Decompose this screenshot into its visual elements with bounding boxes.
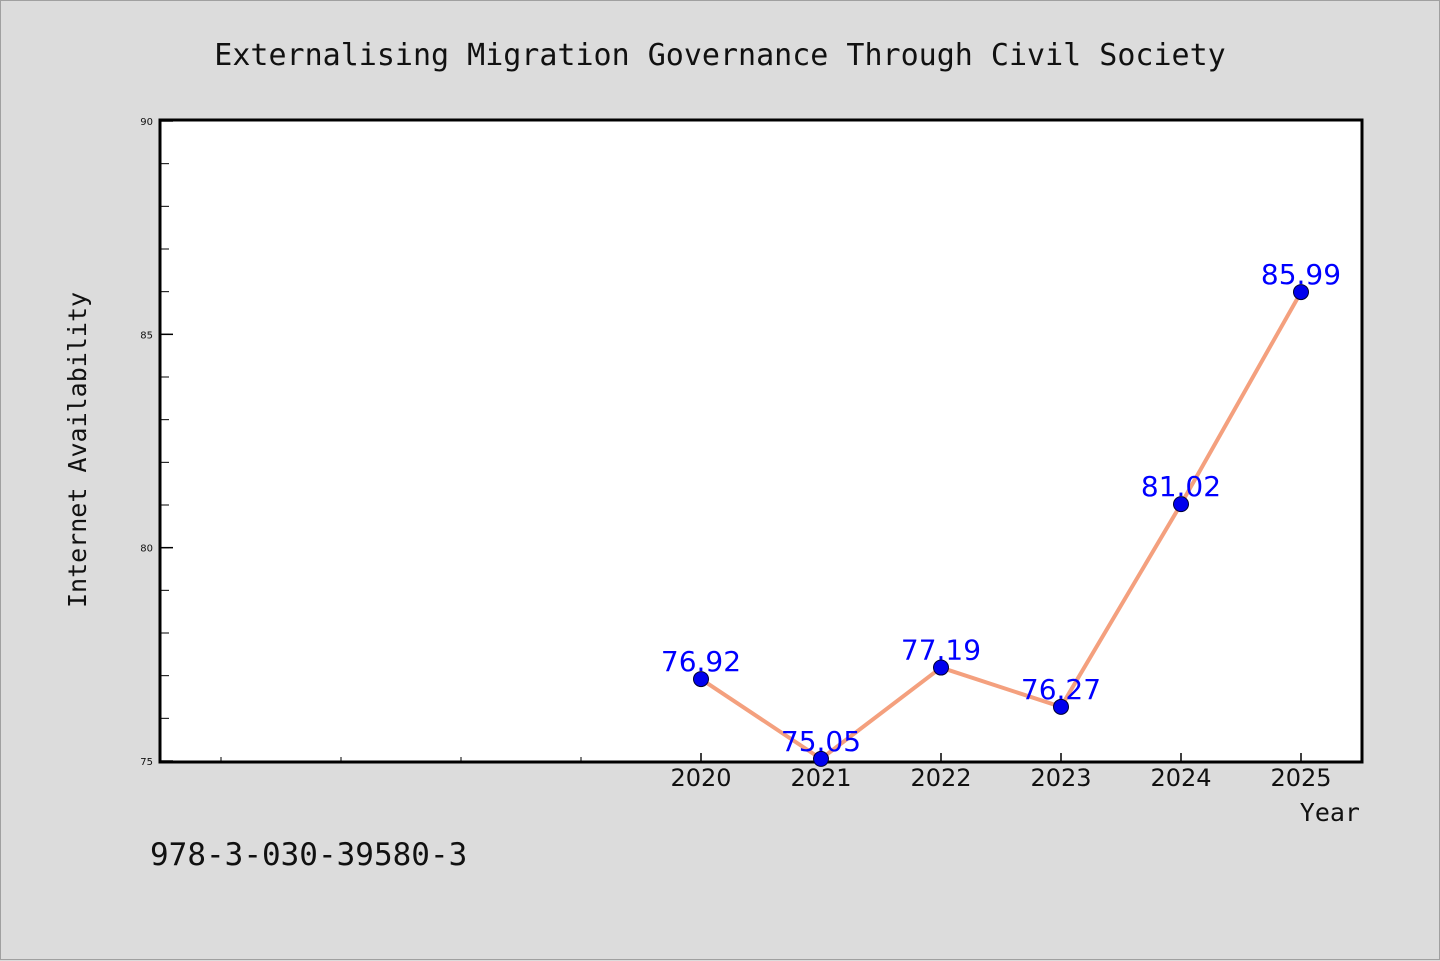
series-layer: 76.92 75.05 77.19 76.27 81.02 85.99	[661, 258, 1341, 767]
x-axis-label: Year	[1300, 798, 1360, 827]
data-label: 76.27	[1021, 673, 1101, 706]
data-point	[1293, 284, 1309, 301]
data-label: 81.02	[1141, 470, 1221, 503]
y-tick-label: 85	[140, 330, 153, 341]
data-label: 76.92	[661, 645, 741, 678]
y-tick-label: 75	[140, 757, 153, 768]
x-axis-ticks: 2020 2021 2022 2023 2024 2025	[670, 753, 1332, 792]
x-tick-label: 2025	[1270, 764, 1331, 792]
data-label: 77.19	[901, 634, 981, 667]
data-label: 85.99	[1261, 258, 1341, 291]
y-tick-label: 80	[140, 544, 153, 555]
y-tick-label: 90	[140, 117, 153, 128]
x-tick-label: 2022	[910, 764, 971, 792]
isbn-text: 978-3-030-39580-3	[150, 837, 467, 873]
plot-area	[158, 118, 1364, 764]
series-line	[699, 290, 1303, 761]
data-label: 75.05	[781, 725, 861, 758]
x-tick-label: 2023	[1030, 764, 1091, 792]
y-axis-label: Internet Availability	[63, 292, 92, 608]
data-point	[693, 671, 709, 688]
chart-title: Externalising Migration Governance Throu…	[214, 38, 1225, 73]
x-tick-label: 2021	[790, 764, 851, 792]
x-tick-label: 2024	[1150, 764, 1211, 792]
data-point	[1053, 698, 1069, 715]
y-axis-ticks: 75 80 85 90	[140, 117, 173, 768]
data-point	[933, 659, 949, 676]
x-tick-label: 2020	[670, 764, 731, 792]
data-point	[1173, 496, 1189, 513]
data-point	[813, 750, 829, 767]
